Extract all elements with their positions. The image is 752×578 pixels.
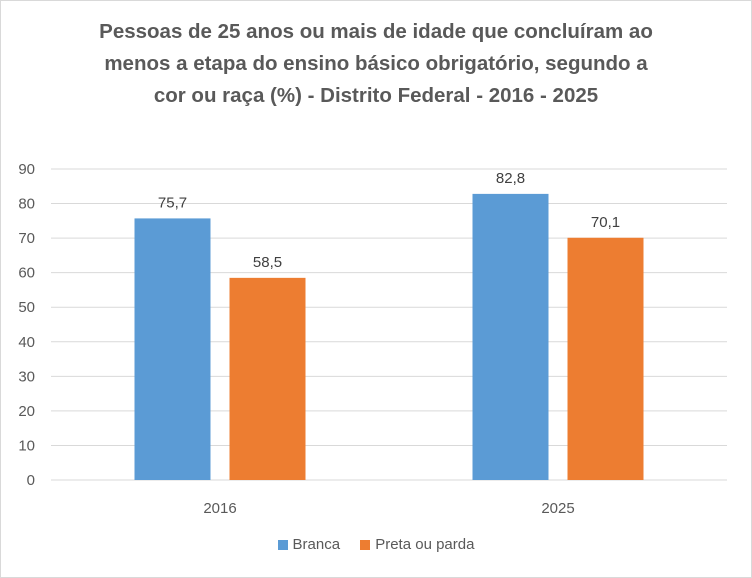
y-tick-label: 60: [18, 265, 35, 282]
y-tick-label: 30: [18, 368, 35, 385]
chart-title: Pessoas de 25 anos ou mais de idade que …: [60, 16, 692, 112]
bar-branca-2025: [472, 193, 549, 480]
legend-label-preta-ou-parda: Preta ou parda: [375, 536, 475, 553]
bar-branca-2016: [134, 218, 211, 481]
bar-preta-ou-parda-2016: [229, 277, 306, 480]
data-label-preta-ou-parda-2025: 70,1: [591, 214, 620, 231]
y-tick-label: 0: [27, 472, 35, 489]
data-label-preta-ou-parda-2016: 58,5: [253, 254, 282, 271]
y-tick-label: 90: [18, 161, 35, 178]
y-tick-label: 10: [18, 437, 35, 454]
data-label-branca-2025: 82,8: [496, 170, 525, 187]
bar-preta-ou-parda-2025: [567, 237, 644, 480]
legend-swatch-branca: [277, 539, 288, 550]
legend-item-preta-ou-parda: Preta ou parda: [360, 536, 474, 553]
chart-title-line-2: menos a etapa do ensino básico obrigatór…: [104, 52, 648, 75]
y-tick-label: 40: [18, 334, 35, 351]
chart-title-line-3: cor ou raça (%) - Distrito Federal - 201…: [153, 84, 599, 107]
data-label-branca-2016: 75,7: [158, 194, 187, 211]
chart-title-line-1: Pessoas de 25 anos ou mais de idade que …: [99, 20, 653, 43]
x-tick-label-2016: 2016: [203, 500, 236, 517]
legend-swatch-preta-ou-parda: [360, 539, 371, 550]
legend-item-branca: Branca: [277, 536, 341, 553]
y-tick-label: 50: [18, 299, 35, 316]
x-tick-label-2025: 2025: [541, 500, 574, 517]
y-tick-label: 70: [18, 230, 35, 247]
y-tick-label: 20: [18, 403, 35, 420]
legend-label-branca: Branca: [292, 536, 341, 553]
y-tick-label: 80: [18, 196, 35, 213]
chart-legend: Branca Preta ou parda: [0, 536, 752, 554]
